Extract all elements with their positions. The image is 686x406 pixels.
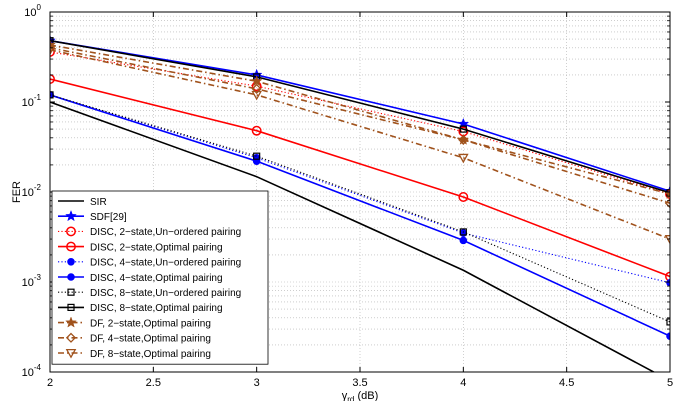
legend-label-0: SIR xyxy=(90,197,107,208)
legend-entry-7: DISC, 8−state,Optimal pairing xyxy=(58,303,223,314)
legend-label-7: DISC, 8−state,Optimal pairing xyxy=(90,303,223,314)
series-line-0 xyxy=(50,101,656,372)
data-point-7-0 xyxy=(50,37,54,45)
legend-marker-10 xyxy=(65,348,77,359)
y-tick-label: 10-1 xyxy=(22,93,42,109)
series-line-8 xyxy=(50,44,670,195)
series-line-2 xyxy=(50,51,670,195)
series-line-5 xyxy=(50,94,670,337)
legend-marker-2 xyxy=(66,226,76,237)
x-tick-label: 3 xyxy=(254,377,260,389)
legend-marker-8 xyxy=(65,316,77,328)
data-point-6-2 xyxy=(459,228,467,236)
x-axis-label: γrd (dB) xyxy=(342,390,378,401)
y-axis-label: FER xyxy=(11,181,23,203)
series-9 xyxy=(50,42,670,209)
data-point-10-3 xyxy=(664,235,670,245)
legend-entry-5: DISC, 4−state,Optimal pairing xyxy=(58,273,223,284)
data-point-2-0 xyxy=(50,46,55,57)
legend: SIR SDF[29] DISC, 2−state,Un−ordered pairi… xyxy=(51,190,269,365)
legend-marker-9 xyxy=(65,332,77,343)
legend-entry-4: DISC, 4−state,Un−ordered pairing xyxy=(58,258,241,269)
data-point-7-2 xyxy=(459,125,467,133)
x-tick-label: 2.5 xyxy=(146,377,161,389)
data-point-8-1 xyxy=(250,75,263,87)
legend-label-8: DF, 2−state,Optimal pairing xyxy=(90,318,211,329)
data-point-6-3 xyxy=(666,318,670,326)
data-point-3-1 xyxy=(251,125,262,136)
data-point-10-1 xyxy=(251,90,262,101)
series-line-6 xyxy=(50,94,670,323)
legend-label-4: DISC, 4−state,Un−ordered pairing xyxy=(90,258,241,269)
legend-marker-7 xyxy=(67,303,75,311)
legend-entry-9: DF, 4−state,Optimal pairing xyxy=(58,332,211,345)
legend-label-9: DF, 4−state,Optimal pairing xyxy=(90,334,211,345)
legend-entry-2: DISC, 2−state,Un−ordered pairing xyxy=(58,226,241,238)
data-point-10-0 xyxy=(50,45,56,56)
data-point-5-2 xyxy=(459,236,468,245)
data-point-3-0 xyxy=(50,74,55,84)
series-10 xyxy=(50,45,670,245)
legend-box xyxy=(51,190,269,365)
y-tick-label: 10-4 xyxy=(22,363,42,379)
legend-label-2: DISC, 2−state,Un−ordered pairing xyxy=(90,227,241,238)
x-tick-label: 4.5 xyxy=(559,377,574,389)
legend-marker-1 xyxy=(65,209,77,222)
series-line-3 xyxy=(50,78,670,278)
series-line-7 xyxy=(50,39,670,194)
axes-layer: 2 2.5 3 3.5 4 4.5 5 100 10-1 10-2 10-3 10-4 FER γrd (… xyxy=(11,3,673,404)
legend-label-5: DISC, 4−state,Optimal pairing xyxy=(90,273,223,284)
y-tick-label: 100 xyxy=(24,3,41,19)
data-point-6-0 xyxy=(50,91,54,99)
x-tick-label: 2 xyxy=(47,377,53,389)
data-point-4-3 xyxy=(666,278,670,287)
legend-entry-3: DISC, 2−state,Optimal pairing xyxy=(58,241,223,253)
legend-marker-5 xyxy=(67,273,75,281)
data-point-9-2 xyxy=(458,134,469,145)
series-6 xyxy=(50,91,670,326)
series-line-10 xyxy=(50,49,670,240)
legend-entry-8: DF, 2−state,Optimal pairing xyxy=(58,316,211,329)
x-tick-label: 5 xyxy=(667,377,673,389)
series-7 xyxy=(50,37,670,197)
legend-marker-6 xyxy=(67,288,75,296)
legend-marker-3 xyxy=(66,241,76,252)
x-tick-label: 3.5 xyxy=(352,377,367,389)
data-point-5-3 xyxy=(666,332,670,340)
y-tick-label: 10-2 xyxy=(22,183,42,199)
legend-label-3: DISC, 2−state,Optimal pairing xyxy=(90,242,223,253)
data-point-9-3 xyxy=(664,198,670,209)
legend-label-1: SDF[29] xyxy=(90,212,127,223)
grid-layer xyxy=(49,12,671,373)
legend-label-6: DISC, 8−state,Un−ordered pairing xyxy=(90,288,241,299)
legend-entry-1: SDF[29] xyxy=(58,209,127,223)
legend-entry-10: DF, 8−state,Optimal pairing xyxy=(58,349,211,360)
data-point-9-1 xyxy=(251,83,262,94)
y-tick-label: 10-3 xyxy=(22,273,42,289)
data-point-3-2 xyxy=(458,192,469,202)
legend-label-10: DF, 8−state,Optimal pairing xyxy=(90,349,211,360)
data-point-6-1 xyxy=(253,152,261,160)
legend-entry-6: DISC, 8−state,Un−ordered pairing xyxy=(58,288,241,299)
series-0 xyxy=(50,101,656,372)
legend-marker-4 xyxy=(67,258,75,266)
legend-entry-0: SIR xyxy=(58,197,107,208)
data-point-10-2 xyxy=(458,153,469,164)
series-layer xyxy=(50,34,670,372)
x-tick-label: 4 xyxy=(460,377,466,389)
series-line-9 xyxy=(50,47,670,205)
series-line-1 xyxy=(50,39,670,192)
